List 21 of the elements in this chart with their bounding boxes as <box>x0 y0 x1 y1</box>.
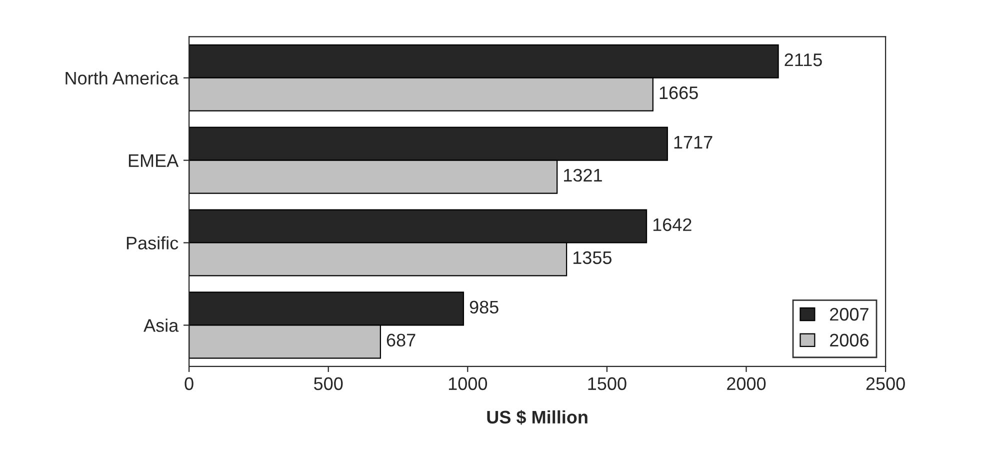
y-tick-label: Pasific <box>126 236 178 250</box>
x-tick-label: 2000 <box>727 377 766 390</box>
data-label: 1717 <box>674 136 712 148</box>
data-label: 687 <box>386 334 416 347</box>
legend-label: 2007 <box>830 308 868 321</box>
legend-label: 2006 <box>830 334 869 347</box>
y-tick-label: EMEA <box>128 154 179 167</box>
x-tick-label: 500 <box>314 377 343 390</box>
data-label: 985 <box>470 300 498 314</box>
x-tick-label: 1000 <box>448 377 488 390</box>
x-tick-label: 0 <box>184 377 194 390</box>
y-tick-label: North America <box>66 71 179 85</box>
data-label: 1355 <box>573 251 612 264</box>
data-label: 1321 <box>564 168 602 182</box>
data-label: 1665 <box>660 86 698 100</box>
data-label: 1642 <box>653 218 692 232</box>
data-label: 2115 <box>784 53 822 66</box>
y-tick-label: Asia <box>144 318 179 332</box>
x-tick-label: 1500 <box>588 377 626 390</box>
x-tick-label: 2500 <box>866 377 905 390</box>
x-axis-title: US $ Million <box>487 410 588 425</box>
